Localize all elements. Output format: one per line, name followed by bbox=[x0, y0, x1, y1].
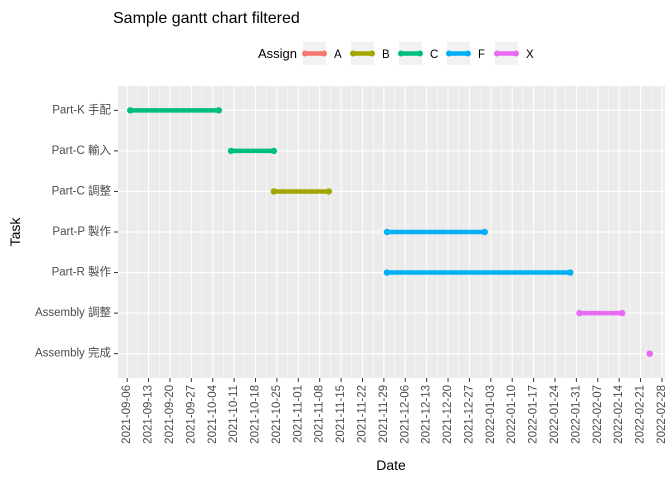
x-tick-label: 2021-12-20 bbox=[442, 385, 454, 444]
legend-item: B bbox=[350, 42, 390, 65]
legend-key-point bbox=[417, 50, 423, 57]
gantt-bar bbox=[576, 309, 626, 317]
x-tick-label: 2022-01-17 bbox=[528, 385, 540, 444]
x-tick-label: 2021-10-11 bbox=[228, 385, 240, 443]
gantt-bar bbox=[127, 107, 223, 114]
legend-key-point bbox=[494, 50, 500, 57]
x-tick-label: 2022-02-21 bbox=[635, 385, 647, 444]
legend-key-point bbox=[465, 50, 471, 57]
gantt-bar bbox=[270, 188, 333, 195]
legend-item: A bbox=[302, 42, 342, 65]
gantt-bar bbox=[646, 350, 653, 357]
x-tick-label: 2021-11-29 bbox=[378, 385, 390, 443]
legend-key-point bbox=[369, 50, 375, 57]
x-tick-label: 2022-02-28 bbox=[656, 385, 668, 444]
gantt-bar-start bbox=[227, 147, 235, 155]
x-axis-label: Date bbox=[376, 457, 406, 473]
y-tick-label: Assembly 完成 bbox=[35, 346, 112, 360]
gantt-bar-end bbox=[567, 269, 574, 276]
gantt-bar-start bbox=[383, 228, 391, 236]
y-tick-label: Part-C 調整 bbox=[52, 183, 112, 197]
gantt-bar bbox=[383, 228, 488, 236]
legend-label: A bbox=[334, 49, 342, 61]
x-tick-label: 2021-09-27 bbox=[185, 385, 197, 444]
gantt-bar-end bbox=[215, 107, 223, 114]
legend-key-point bbox=[302, 50, 308, 57]
x-tick-label: 2021-09-20 bbox=[164, 385, 176, 444]
gantt-bar-end bbox=[619, 309, 626, 317]
x-tick-label: 2021-10-25 bbox=[271, 385, 283, 444]
y-tick-label: Part-C 輸入 bbox=[52, 143, 112, 157]
gantt-bar-start bbox=[270, 188, 278, 195]
legend-item: C bbox=[398, 42, 438, 65]
gantt-bar-end bbox=[646, 350, 653, 357]
x-tick-label: 2021-09-06 bbox=[121, 385, 133, 444]
legend-label: C bbox=[430, 49, 438, 61]
x-tick-label: 2022-01-10 bbox=[506, 385, 518, 444]
y-tick-label: Part-R 製作 bbox=[52, 265, 112, 279]
legend-key-point bbox=[350, 50, 356, 57]
x-tick-label: 2021-12-13 bbox=[421, 385, 433, 444]
chart-title: Sample gantt chart filtered bbox=[113, 10, 300, 27]
x-tick-label: 2022-01-24 bbox=[549, 384, 561, 443]
legend-item: F bbox=[446, 42, 485, 65]
x-tick-label: 2022-02-14 bbox=[613, 384, 625, 443]
legend: Assign A B C F X bbox=[258, 42, 534, 65]
y-tick-label: Part-K 手配 bbox=[52, 102, 111, 116]
x-tick-label: 2021-10-04 bbox=[207, 384, 219, 443]
x-tick-label: 2021-10-18 bbox=[250, 385, 262, 444]
legend-key-point bbox=[513, 50, 519, 57]
y-tick-label: Part-P 製作 bbox=[52, 224, 111, 238]
gantt-bar bbox=[227, 147, 278, 155]
legend-label: F bbox=[478, 49, 485, 61]
legend-label: X bbox=[526, 49, 534, 61]
gantt-bar-end bbox=[325, 188, 333, 195]
gantt-bar-start bbox=[576, 309, 583, 317]
x-tick-label: 2021-11-22 bbox=[357, 385, 369, 443]
x-tick-label: 2021-11-15 bbox=[335, 385, 347, 443]
gantt-bar bbox=[383, 269, 574, 276]
gantt-bar-start bbox=[127, 107, 134, 114]
x-tick-label: 2022-01-31 bbox=[570, 385, 582, 444]
x-tick-label: 2021-11-08 bbox=[314, 385, 326, 443]
legend-key-point bbox=[398, 50, 404, 57]
y-tick-label: Assembly 調整 bbox=[35, 305, 112, 319]
gantt-bar-start bbox=[383, 269, 391, 276]
gantt-bar-end bbox=[270, 147, 278, 155]
y-axis-label: Task bbox=[7, 217, 23, 247]
legend-key-point bbox=[321, 50, 327, 57]
x-tick-label: 2021-12-06 bbox=[399, 385, 411, 444]
gantt-bar-end bbox=[481, 228, 488, 236]
legend-label: B bbox=[382, 49, 390, 61]
x-tick-label: 2022-01-03 bbox=[485, 385, 497, 444]
x-tick-label: 2021-12-27 bbox=[463, 385, 475, 444]
x-tick-label: 2022-02-07 bbox=[592, 385, 604, 444]
x-tick-label: 2021-11-01 bbox=[292, 385, 304, 443]
legend-key-point bbox=[446, 50, 452, 57]
legend-title: Assign bbox=[258, 46, 297, 61]
legend-item: X bbox=[494, 42, 534, 65]
x-tick-label: 2021-09-13 bbox=[143, 385, 155, 444]
